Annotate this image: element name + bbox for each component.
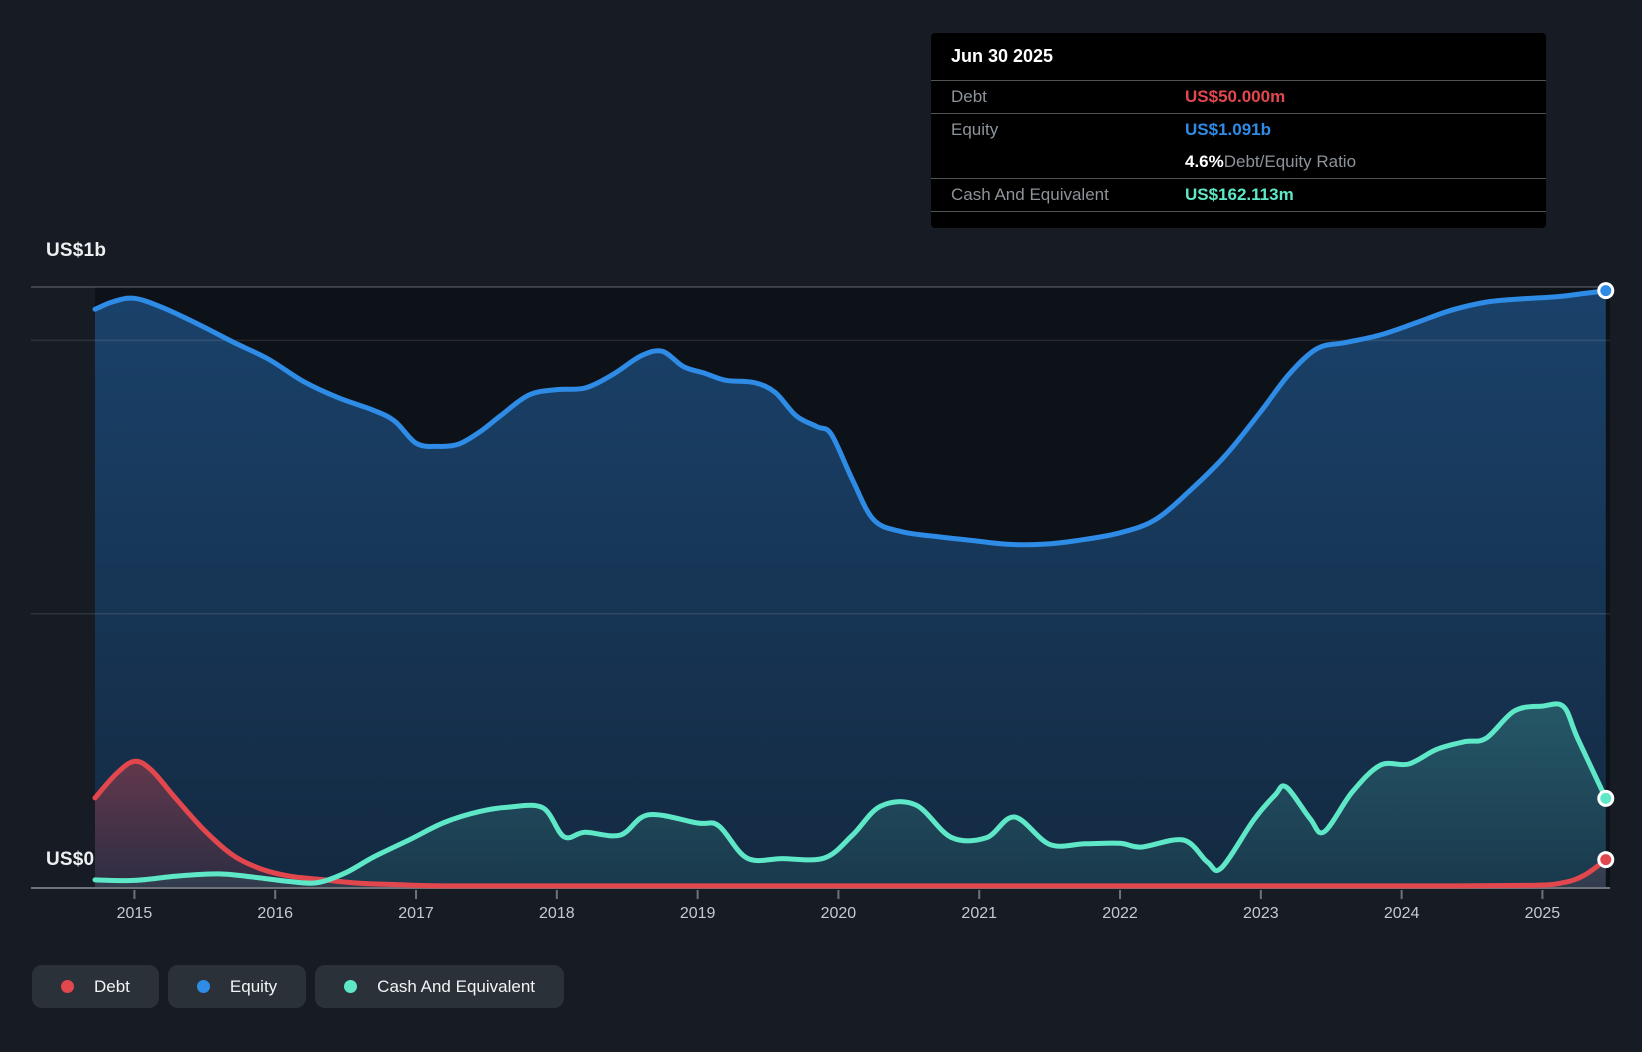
legend-item-cash[interactable]: Cash And Equivalent <box>315 965 564 1008</box>
tooltip-row-ratio: 4.6% Debt/Equity Ratio <box>931 146 1546 179</box>
tooltip-row-equity: Equity US$1.091b <box>931 114 1546 146</box>
debt-dot-icon <box>61 980 74 993</box>
svg-text:2022: 2022 <box>1102 905 1138 922</box>
svg-text:2019: 2019 <box>680 905 716 922</box>
tooltip-debt-value: US$50.000m <box>1185 87 1285 107</box>
tooltip-ratio-label: Debt/Equity Ratio <box>1224 152 1356 172</box>
equity-dot-icon <box>197 980 210 993</box>
legend-item-debt[interactable]: Debt <box>32 965 159 1008</box>
svg-text:2016: 2016 <box>257 905 293 922</box>
legend-cash-label: Cash And Equivalent <box>377 977 535 997</box>
svg-text:2017: 2017 <box>398 905 434 922</box>
tooltip-equity-value: US$1.091b <box>1185 120 1271 140</box>
svg-text:2020: 2020 <box>821 905 857 922</box>
legend-item-equity[interactable]: Equity <box>168 965 306 1008</box>
chart-plot-area[interactable]: 2015 2016 2017 2018 2019 2020 2021 2022 2023 2024… <box>31 282 1614 922</box>
tooltip-equity-label: Equity <box>951 120 1185 140</box>
svg-text:2015: 2015 <box>117 905 153 922</box>
tooltip-card: Jun 30 2025 Debt US$50.000m Equity US$1.… <box>931 33 1546 228</box>
tooltip-row-cash: Cash And Equivalent US$162.113m <box>931 179 1546 212</box>
tooltip-cash-label: Cash And Equivalent <box>951 185 1185 205</box>
svg-text:2018: 2018 <box>539 905 575 922</box>
svg-text:2023: 2023 <box>1243 905 1279 922</box>
legend: Debt Equity Cash And Equivalent <box>32 965 564 1008</box>
tooltip-row-debt: Debt US$50.000m <box>931 81 1546 114</box>
legend-debt-label: Debt <box>94 977 130 997</box>
tooltip-ratio-value: 4.6% <box>1185 152 1224 172</box>
svg-text:2025: 2025 <box>1525 905 1561 922</box>
debt-equity-history-page: US$1b US$0 20152016201720182019202020212… <box>0 0 1642 1052</box>
cash-dot-icon <box>344 980 357 993</box>
tooltip-date-title: Jun 30 2025 <box>931 33 1546 81</box>
svg-text:2024: 2024 <box>1384 905 1420 922</box>
tooltip-cash-value: US$162.113m <box>1185 185 1294 205</box>
tooltip-debt-label: Debt <box>951 87 1185 107</box>
legend-equity-label: Equity <box>230 977 277 997</box>
svg-text:2021: 2021 <box>961 905 997 922</box>
